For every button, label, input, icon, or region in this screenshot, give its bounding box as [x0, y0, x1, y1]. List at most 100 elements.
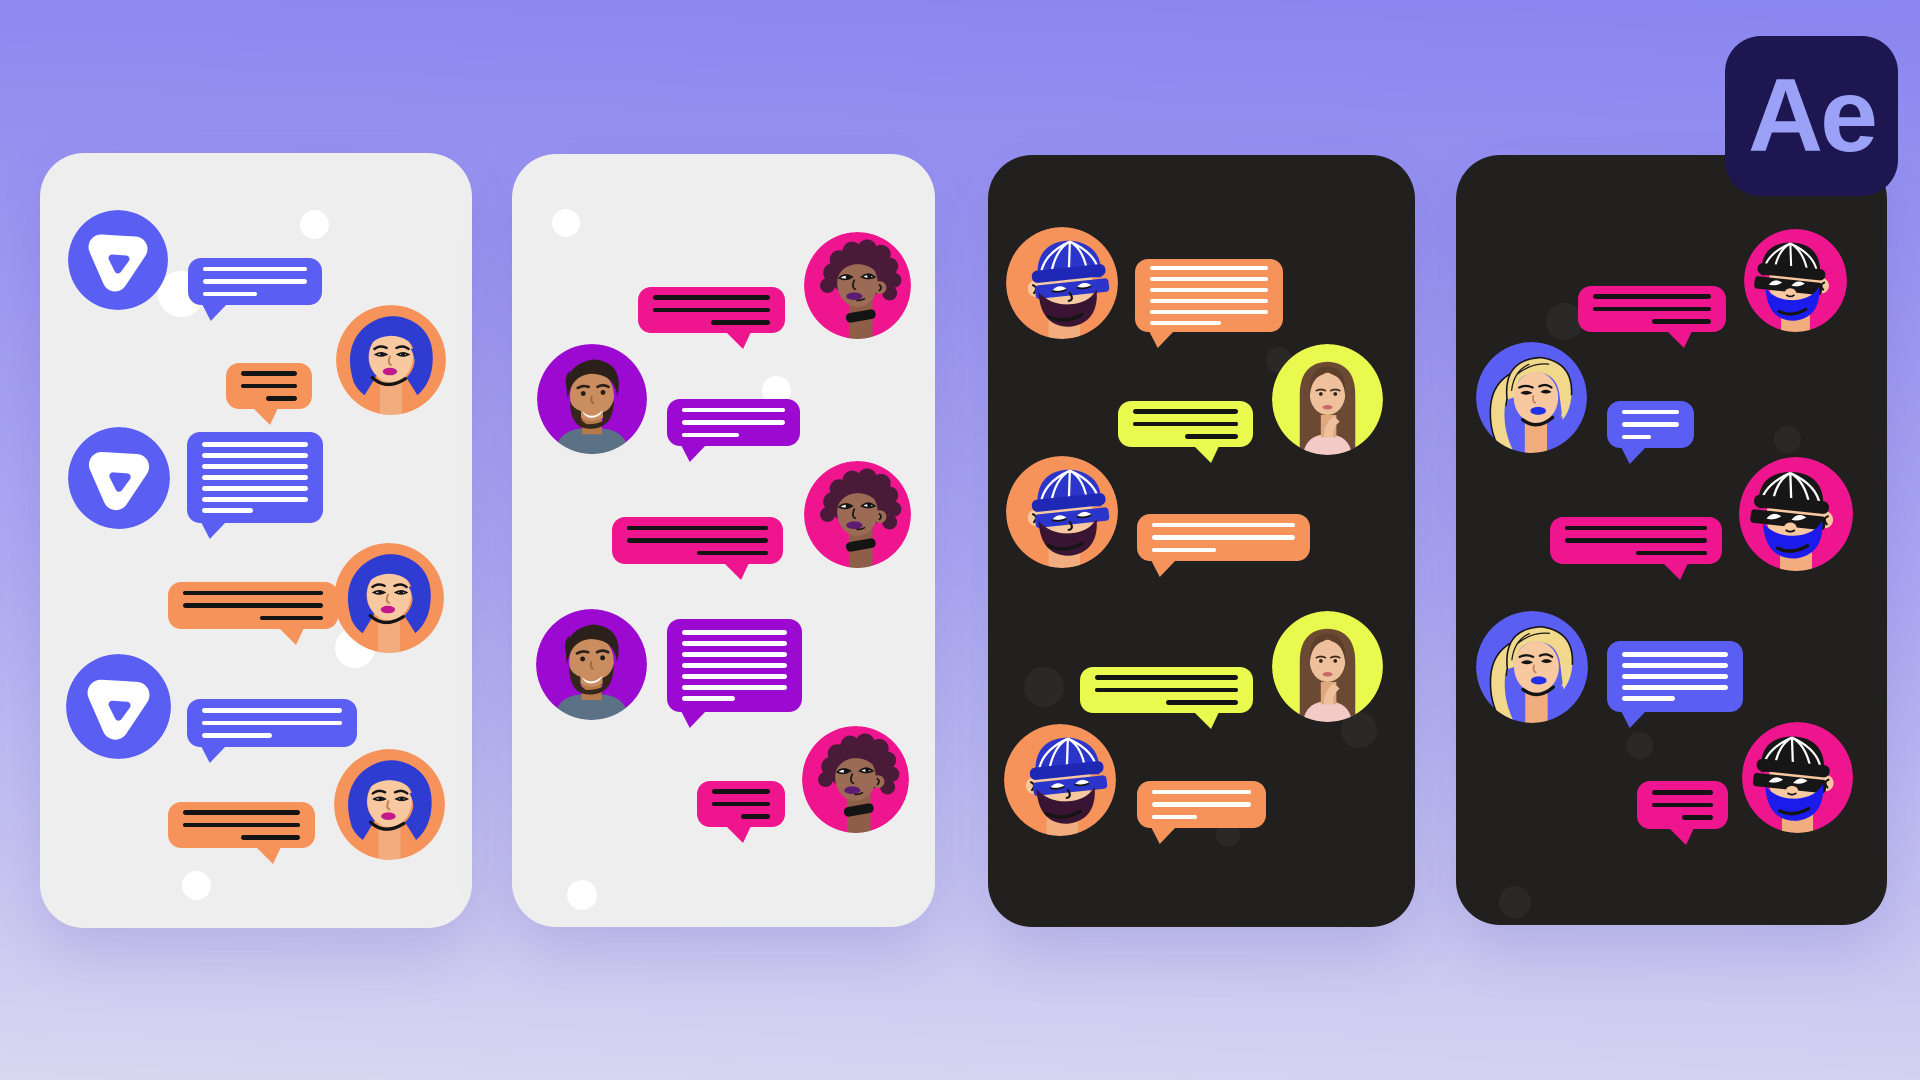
- bubble-tail: [726, 332, 751, 349]
- bubble-tail: [1621, 447, 1646, 464]
- redacted-text-line: [682, 432, 739, 438]
- man-photo-avatar: [536, 609, 647, 720]
- redacted-text-line: [202, 475, 308, 480]
- redacted-text-line: [653, 307, 770, 313]
- redacted-text-line: [1593, 306, 1711, 312]
- robber-pink-avatar: [1739, 457, 1853, 571]
- redacted-text-line: [203, 279, 307, 284]
- redacted-text-line: [1622, 422, 1679, 427]
- woman-blue-hair-avatar: [334, 543, 444, 653]
- woman-photo-avatar: [1272, 611, 1383, 722]
- robber-orange-avatar: [1006, 456, 1118, 568]
- redacted-text-line: [1133, 421, 1238, 427]
- redacted-text-line: [712, 801, 770, 807]
- redacted-text-line: [1150, 287, 1268, 293]
- bubble-tail: [1194, 712, 1219, 729]
- redacted-text-line: [682, 663, 787, 668]
- redacted-text-line: [682, 420, 785, 425]
- redacted-text-line: [1652, 802, 1713, 808]
- bubble-tail: [201, 522, 226, 539]
- woman-blue-hair-avatar: [336, 305, 446, 415]
- robber-orange-avatar: [1004, 724, 1116, 836]
- bubble-tail: [681, 711, 706, 728]
- redacted-text-line: [712, 789, 770, 794]
- chat-bubble-left: [1135, 259, 1283, 348]
- chat-bubble-right: [697, 781, 785, 843]
- redacted-text-line: [697, 550, 768, 556]
- redacted-text-line: [682, 630, 787, 635]
- chat-bubble-left: [187, 699, 357, 763]
- redacted-text-line: [202, 442, 308, 447]
- redacted-text-line: [202, 708, 342, 713]
- redacted-text-line: [1166, 700, 1238, 705]
- redacted-text-line: [682, 696, 735, 701]
- bubble-tail: [253, 408, 278, 425]
- blonde-woman-avatar: [1476, 342, 1587, 453]
- redacted-text-line: [241, 371, 297, 376]
- bubble-tail: [1194, 446, 1219, 463]
- redacted-text-line: [1095, 687, 1238, 693]
- redacted-text-line: [241, 383, 297, 389]
- bubble-tail: [279, 628, 304, 645]
- chat-bubble-left: [1607, 641, 1743, 728]
- blonde-woman-avatar: [1476, 611, 1588, 723]
- redacted-text-line: [627, 525, 768, 531]
- redacted-text-line: [682, 674, 787, 679]
- chat-bubble-right: [168, 582, 338, 645]
- redacted-text-line: [202, 486, 308, 491]
- redacted-text-line: [1622, 674, 1728, 679]
- bubble-tail: [1151, 560, 1176, 577]
- chat-bubble-right: [1550, 517, 1722, 580]
- chat-bubble-left: [667, 619, 802, 728]
- redacted-text-line: [1150, 309, 1268, 315]
- redacted-text-line: [653, 295, 770, 300]
- redacted-text-line: [266, 396, 297, 401]
- redacted-text-line: [1152, 547, 1216, 553]
- bot-avatar: [66, 654, 171, 759]
- redacted-text-line: [1152, 789, 1251, 795]
- redacted-text-line: [1152, 802, 1251, 807]
- woman-photo-avatar: [1272, 344, 1383, 455]
- bubble-tail: [681, 445, 706, 462]
- redacted-text-line: [1622, 409, 1679, 415]
- redacted-text-line: [203, 266, 307, 272]
- redacted-text-line: [260, 615, 323, 621]
- chat-bubble-left: [188, 258, 322, 321]
- redacted-text-line: [202, 464, 308, 469]
- bubble-tail: [201, 746, 226, 763]
- phone-mockup-dark-pink-blue-chat: [1456, 155, 1887, 925]
- redacted-text-line: [1150, 276, 1268, 282]
- redacted-text-line: [1593, 294, 1711, 299]
- redacted-text-line: [1150, 265, 1268, 271]
- bubble-tail: [726, 826, 751, 843]
- curly-woman-avatar: [804, 461, 911, 568]
- redacted-text-line: [1152, 522, 1295, 528]
- bubble-tail: [1663, 563, 1688, 580]
- redacted-text-line: [1682, 815, 1713, 820]
- after-effects-logo-badge: Ae: [1725, 36, 1898, 196]
- redacted-text-line: [183, 822, 300, 828]
- decor-circle: [1626, 732, 1653, 759]
- decor-circle: [1024, 667, 1064, 707]
- redacted-text-line: [1652, 319, 1711, 324]
- decor-circle: [1499, 886, 1531, 918]
- man-photo-avatar: [537, 344, 647, 454]
- redacted-text-line: [1565, 538, 1707, 543]
- redacted-text-line: [711, 320, 770, 325]
- chat-bubble-right: [168, 802, 315, 864]
- chat-bubble-right: [1118, 401, 1253, 463]
- bubble-tail: [256, 847, 281, 864]
- redacted-text-line: [1622, 663, 1728, 668]
- redacted-text-line: [202, 720, 342, 726]
- curly-woman-avatar: [804, 232, 911, 339]
- redacted-text-line: [1152, 814, 1197, 820]
- phone-mockup-light-bot-chat: [40, 153, 472, 928]
- redacted-text-line: [1185, 434, 1238, 439]
- redacted-text-line: [1150, 298, 1268, 304]
- after-effects-logo-text: Ae: [1748, 58, 1878, 174]
- redacted-text-line: [1565, 525, 1707, 531]
- chat-bubble-left: [1137, 514, 1310, 577]
- redacted-text-line: [1095, 675, 1238, 680]
- redacted-text-line: [202, 453, 308, 458]
